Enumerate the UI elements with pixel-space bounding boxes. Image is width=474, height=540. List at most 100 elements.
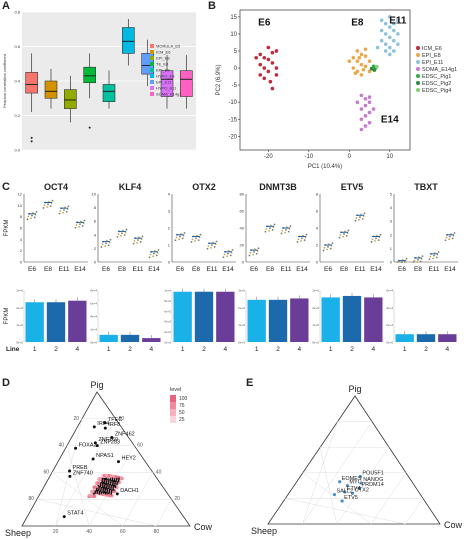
y-tick-label: 4	[20, 237, 23, 242]
strip-point	[62, 211, 64, 214]
legend-swatch	[150, 56, 154, 60]
x-tick-label: E8	[414, 266, 422, 273]
gene-title: OTX2	[192, 182, 216, 192]
y-tick-label: 4	[168, 192, 171, 197]
point-EPI_E8	[347, 59, 352, 64]
x-tick-label: E14	[296, 266, 308, 273]
cloud-point-dark	[106, 491, 108, 494]
panel-d-ternary: Pig Cow Sheep 20 20 20 40 40 40 60 60 60 80 80 80 IRF4T…	[5, 380, 213, 538]
ternary-tick: 60	[43, 469, 49, 475]
strip-point	[412, 261, 415, 263]
strip-point	[268, 229, 270, 232]
y-tick-label: 4	[390, 205, 393, 210]
strip-point	[78, 225, 80, 228]
y-tick-label: 0	[390, 260, 393, 265]
strip-point	[339, 234, 342, 236]
strip-point	[375, 237, 377, 240]
y-tick-label: 2	[390, 232, 393, 237]
strip-point	[449, 235, 451, 238]
x-tick-label: 2	[54, 346, 58, 353]
y-tick-label: 4	[316, 226, 319, 231]
cloud-point-dark	[110, 488, 112, 490]
legend-label: 50	[179, 410, 185, 416]
cloud-point-dark	[116, 481, 119, 483]
x-tick-label: E6	[102, 266, 110, 273]
strip-point	[252, 253, 255, 256]
y-tick-label: 15	[230, 15, 237, 21]
y-tick-label: 8	[94, 205, 97, 210]
point-EPI_E11	[379, 28, 384, 33]
x-tick-label: 4	[372, 346, 376, 353]
strip-point	[354, 219, 357, 222]
cloud-point-dark	[99, 483, 102, 485]
point-EPI_E11	[383, 49, 388, 53]
cloud-point-dark	[107, 478, 109, 480]
strip-point	[297, 238, 300, 241]
point-EPI_E8	[353, 71, 358, 75]
x-tick-label: 0	[348, 154, 352, 160]
cloud-point-dark	[102, 492, 105, 494]
strip-point	[355, 217, 358, 219]
legend-label: EDSC_Pig1	[422, 74, 451, 80]
vertex-label-left: Sheep	[5, 528, 31, 538]
cloud-point-dark	[107, 492, 109, 495]
y-tick-label: 1	[390, 246, 393, 251]
cloud-point-dark	[113, 479, 116, 481]
cloud-point-dark	[102, 489, 104, 492]
point-ICM_E6	[254, 56, 258, 60]
strip-point	[296, 241, 299, 243]
cloud-point-dark	[110, 485, 112, 488]
strip-point	[432, 257, 434, 260]
strip-point	[417, 258, 419, 261]
ternary-frame	[21, 391, 191, 527]
strip-point	[210, 246, 213, 249]
cloud-point-dark	[101, 480, 104, 483]
point-EPI_E11	[392, 38, 396, 43]
cloud-point-dark	[108, 491, 111, 493]
gridline	[285, 498, 406, 525]
strip-point	[255, 252, 258, 255]
cloud-point-dark	[105, 483, 108, 485]
cloud-point-dark	[102, 488, 104, 491]
strip-point	[428, 258, 431, 261]
legend-swatch	[170, 409, 176, 416]
y-tick-label: 1e+6	[164, 289, 171, 293]
point-SOMA_E14g1	[359, 117, 364, 122]
y-tick-label: 0	[94, 260, 97, 265]
cloud-point-dark	[110, 481, 112, 483]
legend-swatch	[416, 60, 420, 64]
legend-label: ICM_E6	[156, 50, 171, 55]
strip-point	[194, 240, 197, 242]
strip-point	[74, 226, 77, 229]
strip-point	[213, 246, 216, 248]
x-tick-label: E14	[370, 266, 382, 273]
cloud-point-dark	[105, 486, 108, 489]
strip-point	[421, 255, 424, 258]
group-label: E8	[351, 17, 364, 28]
x-tick-label: 2	[424, 346, 428, 353]
strip-point	[305, 233, 308, 236]
gene-label: ZNF462	[115, 432, 135, 438]
cloud-point-dark	[101, 486, 104, 488]
strip-point	[190, 241, 193, 243]
point-ICM_E6	[258, 73, 263, 77]
point-SOMA_E14g1	[363, 103, 368, 108]
ternary-tick: 40	[156, 469, 162, 475]
strip-point	[132, 242, 135, 245]
bar-line-2	[342, 295, 362, 342]
strip-point	[211, 244, 213, 247]
legend-swatch	[150, 86, 154, 90]
strip-point	[155, 254, 158, 257]
group-label: E14	[381, 115, 399, 126]
x-tick-label: 2	[202, 346, 206, 353]
legend-label: SOMA_E14g1	[422, 67, 457, 73]
strip-point	[104, 245, 106, 248]
cloud-point-dark	[112, 487, 114, 490]
legend-label: EPI_E8	[422, 53, 441, 59]
legend-swatch	[416, 88, 420, 92]
y-tick-label: 0	[234, 66, 238, 72]
cloud-point-dark	[95, 488, 98, 491]
strip-point	[141, 235, 144, 238]
legend-label: EPI_E11	[156, 80, 172, 85]
